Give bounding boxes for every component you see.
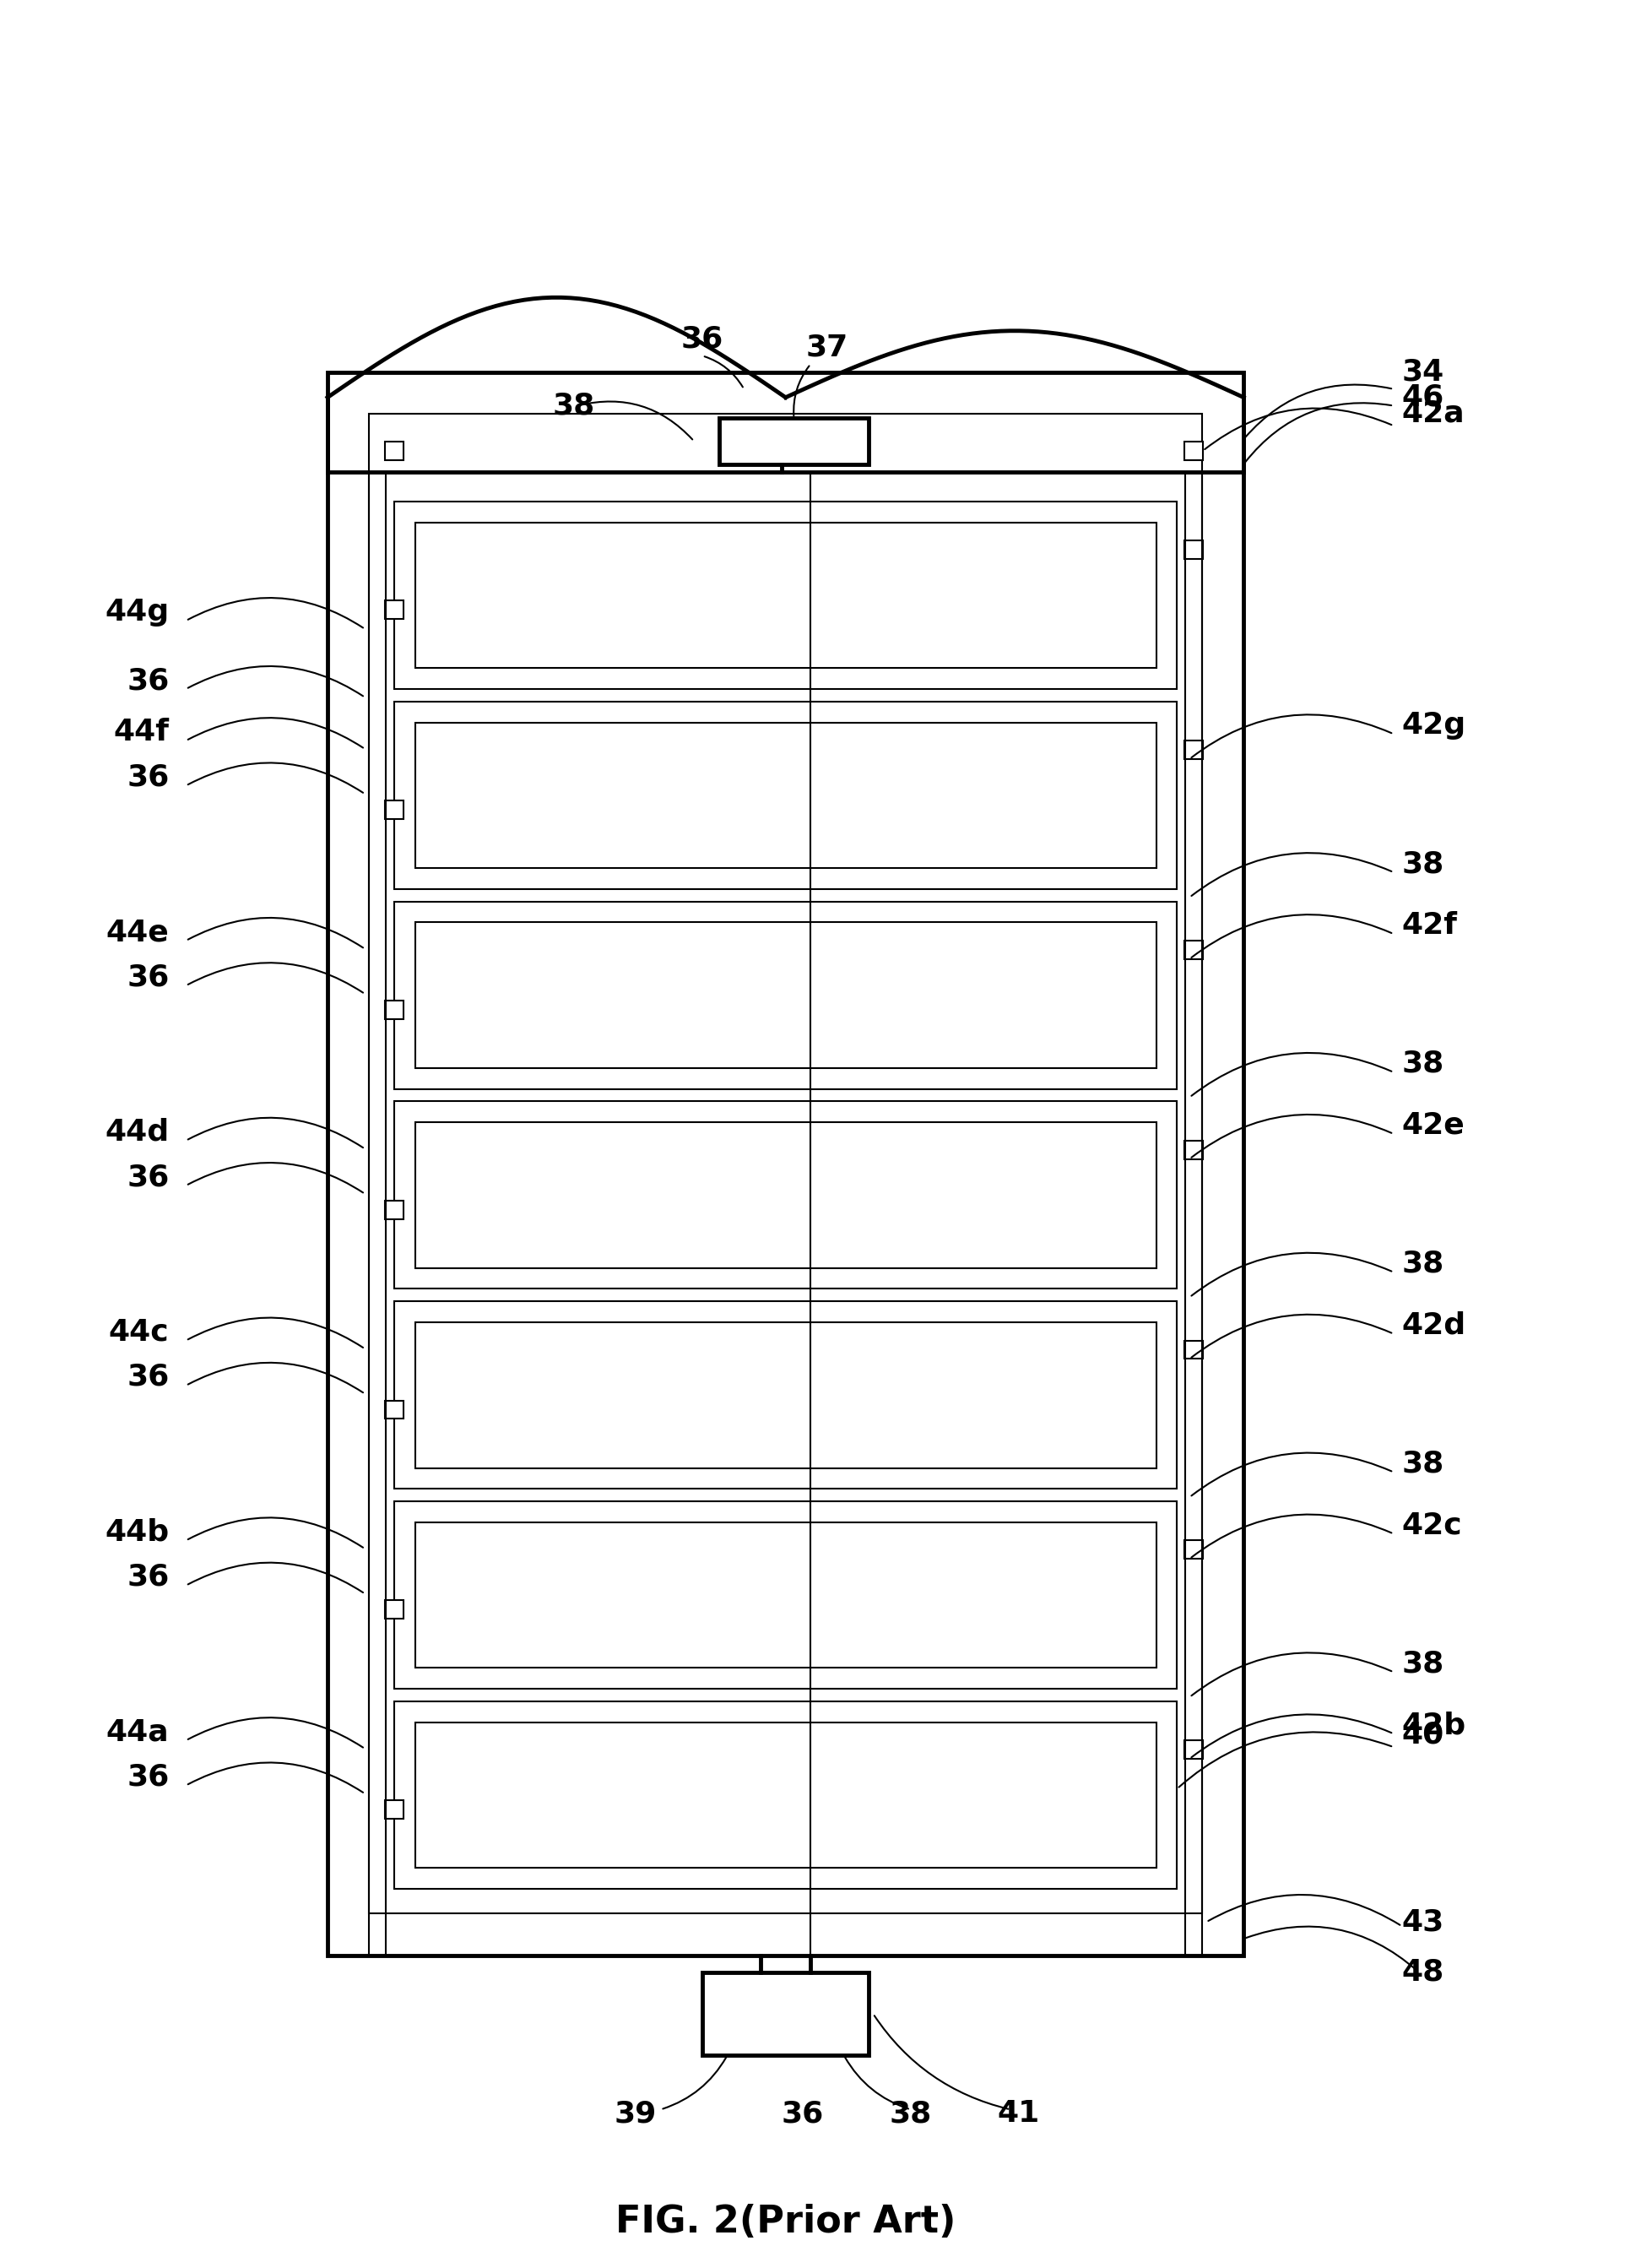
Text: 36: 36 [127,1363,169,1393]
Bar [385,600,403,620]
Bar [1184,1741,1203,1759]
Bar [393,901,1176,1089]
Text: 42d: 42d [1401,1312,1465,1341]
Bar [1184,1141,1203,1159]
Bar [385,800,403,820]
Bar [385,1601,403,1619]
Text: 39: 39 [615,2100,656,2127]
Text: 38: 38 [1401,1649,1444,1678]
Bar [1184,741,1203,759]
Bar [1184,941,1203,959]
Bar [415,1123,1156,1269]
Text: 42a: 42a [1401,400,1464,427]
Bar [415,1723,1156,1869]
Text: 41: 41 [998,2100,1039,2127]
Text: 38: 38 [1401,1049,1444,1078]
Bar [393,1500,1176,1689]
Bar [415,523,1156,669]
Text: 42c: 42c [1401,1512,1462,1541]
Text: 44c: 44c [109,1318,169,1345]
Text: 38: 38 [1401,849,1444,878]
Bar [327,373,1242,1956]
Text: FIG. 2(Prior Art): FIG. 2(Prior Art) [615,2203,955,2239]
Text: 36: 36 [127,1163,169,1190]
Bar [385,1801,403,1819]
Text: 44b: 44b [106,1518,169,1547]
Bar [393,1700,1176,1889]
Bar [368,413,1201,1914]
Bar [415,923,1156,1069]
Bar [385,1002,403,1020]
Bar [1184,1341,1203,1359]
Bar [385,442,403,460]
Text: 44d: 44d [106,1119,169,1145]
Bar [719,418,869,465]
Text: 36: 36 [127,964,169,990]
Bar [385,1202,403,1220]
Bar [393,1101,1176,1289]
Text: 44g: 44g [106,597,169,627]
Text: 34: 34 [1401,357,1444,386]
Text: 38: 38 [1401,1249,1444,1278]
Text: 43: 43 [1401,1907,1444,1936]
Text: 36: 36 [127,1763,169,1792]
Text: 44a: 44a [106,1718,169,1747]
Text: 40: 40 [1401,1720,1444,1750]
Bar [1184,442,1203,460]
Text: 38: 38 [1401,1449,1444,1478]
Text: 38: 38 [552,391,595,420]
Text: 36: 36 [681,326,724,353]
Text: 36: 36 [781,2100,823,2127]
Bar [385,1402,403,1419]
Text: 36: 36 [127,764,169,791]
Bar [415,723,1156,869]
Text: 38: 38 [889,2100,932,2127]
Bar [393,501,1176,690]
Bar [415,1323,1156,1469]
Text: 36: 36 [127,1563,169,1592]
Text: 42b: 42b [1401,1711,1465,1741]
Bar [393,701,1176,889]
Text: 36: 36 [127,667,169,694]
Text: 44f: 44f [114,719,169,746]
Text: 46: 46 [1401,384,1444,411]
Bar [702,1972,869,2055]
Bar [393,1300,1176,1489]
Bar [415,1523,1156,1669]
Text: 44e: 44e [106,919,169,946]
Text: 42g: 42g [1401,712,1465,739]
Text: 42f: 42f [1401,912,1457,939]
Bar [1184,541,1203,559]
Text: 42e: 42e [1401,1112,1464,1139]
Text: 37: 37 [806,332,847,362]
Bar [1184,1541,1203,1559]
Text: 48: 48 [1401,1959,1444,1985]
